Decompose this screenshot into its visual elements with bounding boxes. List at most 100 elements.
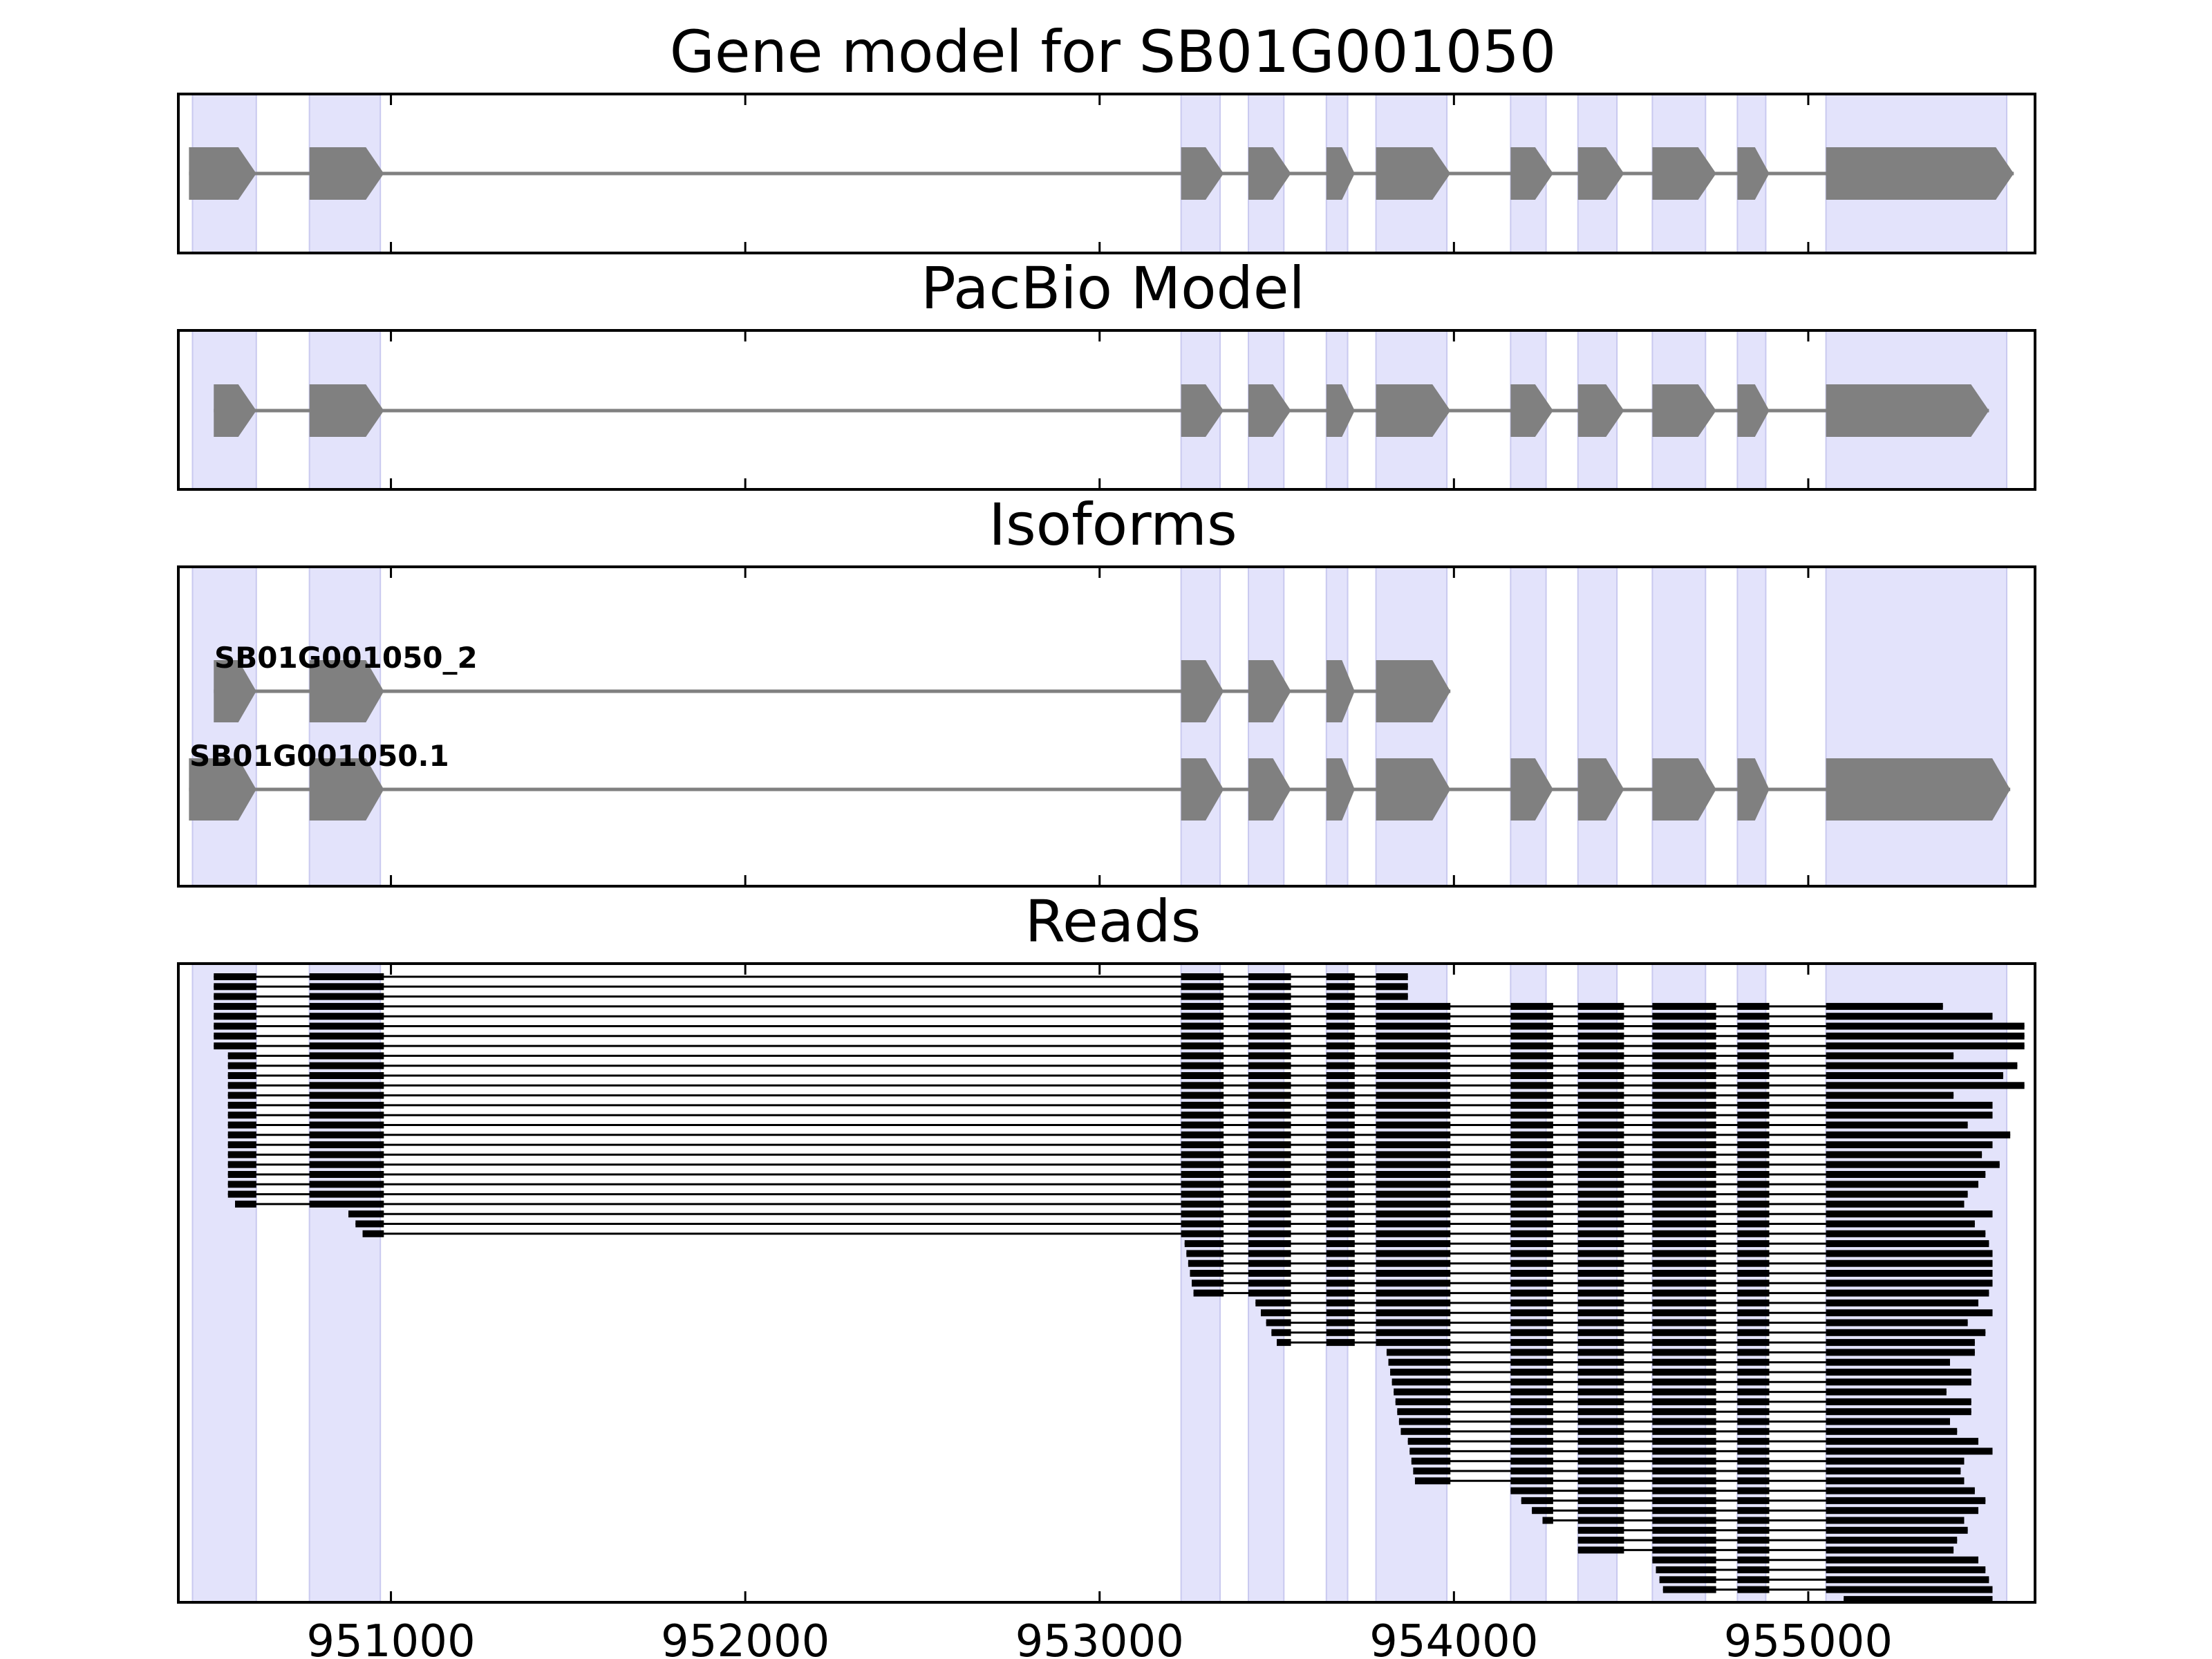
read-block (1652, 1408, 1716, 1416)
exon-block (1510, 147, 1553, 200)
read-block (1376, 1181, 1451, 1188)
read-block (1510, 1358, 1553, 1366)
read-block (1326, 1112, 1355, 1119)
read-block (309, 1052, 384, 1060)
exon-block (1376, 660, 1451, 722)
read-block (227, 1101, 256, 1109)
read-block (1326, 1200, 1355, 1208)
read-block (1826, 1121, 1968, 1129)
read-block (309, 1112, 384, 1119)
read-block (1737, 1259, 1770, 1267)
read-block (1577, 1468, 1624, 1474)
read-block (1510, 1447, 1553, 1455)
read-block (1826, 1576, 1989, 1584)
read-block (1510, 1369, 1553, 1376)
read-block (1326, 1220, 1355, 1228)
read-block (1248, 1052, 1291, 1060)
read-block (1326, 1022, 1355, 1030)
read-block (1652, 1447, 1716, 1455)
read-block (214, 1002, 256, 1010)
panel-frame (177, 565, 2036, 888)
read-block (1510, 1220, 1553, 1228)
read-block (348, 1210, 384, 1218)
read-block (1510, 1349, 1553, 1356)
read-block (1248, 1062, 1291, 1069)
read-block (1652, 1210, 1716, 1218)
read-block (1248, 1141, 1291, 1149)
read-block (1652, 1418, 1716, 1425)
read-block (1510, 1289, 1553, 1297)
read-block (1577, 1259, 1624, 1267)
read-block (1376, 1210, 1451, 1218)
read-block (1737, 1052, 1770, 1060)
read-block (1656, 1566, 1716, 1573)
read-block (1248, 1091, 1291, 1099)
read-block (1652, 1082, 1716, 1089)
read-block (1326, 993, 1355, 1000)
read-block (227, 1161, 256, 1168)
read-block (1826, 1210, 1993, 1218)
read-block (1826, 1487, 1975, 1494)
read-block (1737, 1171, 1770, 1178)
exon-block (1248, 660, 1291, 722)
read-block (1577, 1546, 1624, 1554)
read-block (1376, 1151, 1451, 1159)
exon-block (1376, 384, 1451, 437)
read-block (1826, 1161, 2000, 1168)
read-block (1826, 1507, 1978, 1515)
exon-block (189, 758, 256, 821)
read-block (1376, 1190, 1451, 1198)
read-block (309, 983, 384, 991)
exon-block (1326, 660, 1355, 722)
read-block (1181, 1052, 1224, 1060)
read-block (1376, 1101, 1451, 1109)
read-block (1577, 1200, 1624, 1208)
read-block (1737, 1477, 1770, 1485)
read-block (1577, 1052, 1624, 1060)
read-block (1376, 1270, 1451, 1277)
read-block (1577, 1112, 1624, 1119)
read-block (1737, 1378, 1770, 1386)
read-block (1577, 1438, 1624, 1445)
read-block (1248, 1240, 1291, 1248)
read-block (1577, 1141, 1624, 1149)
read-block (1376, 1082, 1451, 1089)
read-block (1510, 1427, 1553, 1435)
read-block (1248, 1250, 1291, 1257)
read-block (1395, 1398, 1451, 1405)
read-block (1826, 1349, 1975, 1356)
read-block (1652, 1477, 1716, 1485)
read-block (1326, 1210, 1355, 1218)
read-block (309, 1131, 384, 1138)
read-block (227, 1072, 256, 1079)
read-block (1652, 1250, 1716, 1257)
read-block (1510, 1013, 1553, 1020)
read-block (1181, 1042, 1224, 1050)
read-block (1510, 1240, 1553, 1248)
read-block (1510, 1042, 1553, 1050)
read-block (1662, 1586, 1716, 1593)
read-block (1510, 1190, 1553, 1198)
x-tick-label: 955000 (1724, 1616, 1893, 1659)
exon-region-band (308, 963, 382, 1603)
read-block (1577, 1240, 1624, 1248)
read-block (1652, 1438, 1716, 1445)
read-block (1376, 1250, 1451, 1257)
read-block (309, 1141, 384, 1149)
read-block (1826, 1042, 2025, 1050)
read-block (1376, 1091, 1451, 1099)
read-block (1260, 1309, 1291, 1317)
read-block (1652, 1388, 1716, 1396)
read-block (1652, 1507, 1716, 1515)
read-block (1376, 1309, 1451, 1317)
read-block (1400, 1427, 1451, 1435)
panel-title-gene-model: Gene model for SB01G001050 (670, 18, 1556, 86)
read-block (1737, 1072, 1770, 1079)
read-block (1577, 1358, 1624, 1366)
x-tick-label: 952000 (661, 1616, 830, 1659)
read-block (1577, 1477, 1624, 1485)
read-block (1326, 1309, 1355, 1317)
read-block (309, 1032, 384, 1040)
read-block (1652, 1556, 1716, 1564)
